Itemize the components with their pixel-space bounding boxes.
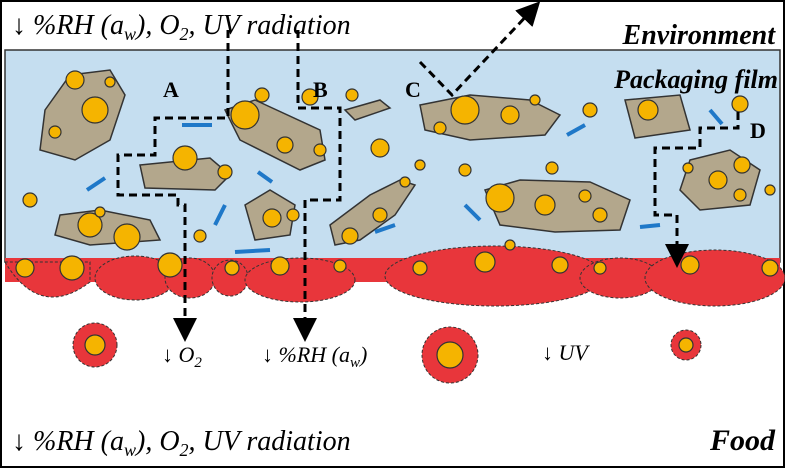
- environment-label: Environment: [622, 20, 777, 51]
- food-label: Food: [709, 424, 776, 457]
- path-label: C: [405, 77, 421, 102]
- diagram: ↓ %RH (aw), O2, UV radiation Environment…: [0, 0, 785, 468]
- path-label: B: [313, 77, 328, 102]
- path-label: D: [750, 118, 766, 143]
- path-label: A: [163, 77, 179, 102]
- uv-label: ↓ UV: [542, 340, 590, 365]
- film-label: Packaging film: [613, 65, 778, 94]
